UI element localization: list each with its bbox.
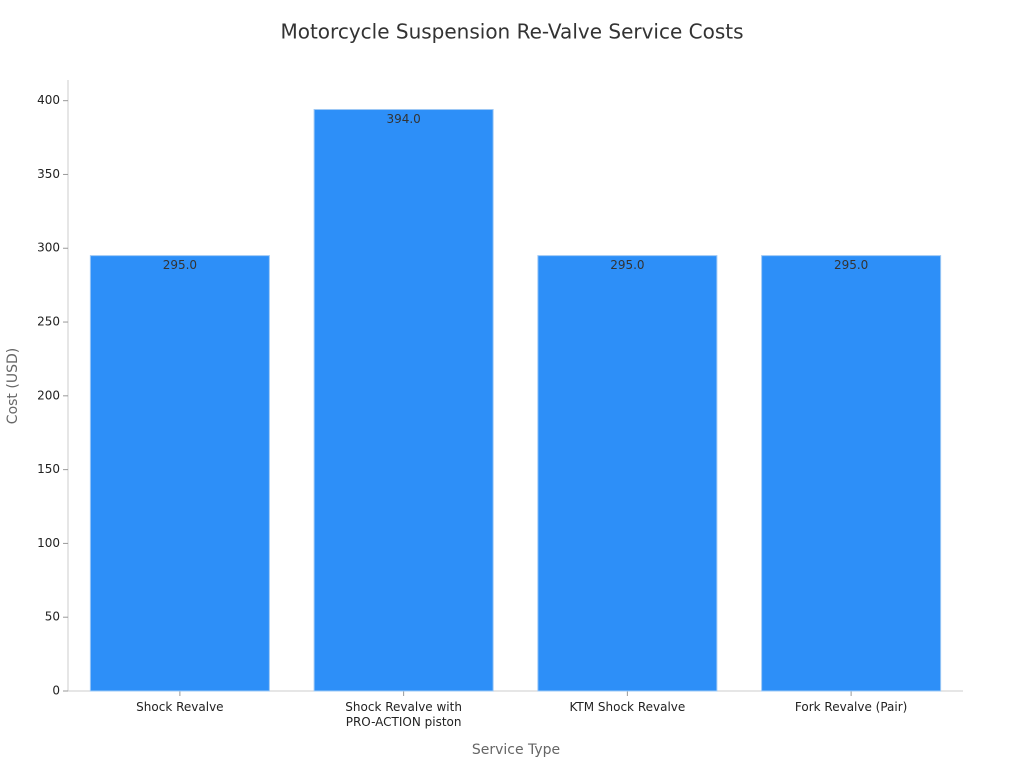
y-tick-label: 300	[37, 241, 60, 255]
value-label: 295.0	[610, 258, 644, 272]
value-label: 295.0	[163, 258, 197, 272]
value-label: 295.0	[834, 258, 868, 272]
y-axis-label: Cost (USD)	[5, 348, 21, 424]
x-tick-label: Shock Revalve with PRO-ACTION piston	[345, 700, 462, 729]
chart-title: Motorcycle Suspension Re-Valve Service C…	[280, 20, 743, 44]
y-tick-label: 200	[37, 388, 60, 402]
bar	[761, 255, 942, 692]
y-tick-label: 0	[52, 684, 60, 698]
x-tick-label: KTM Shock Revalve	[569, 700, 686, 714]
x-axis-label: Service Type	[472, 742, 560, 758]
y-tick-label: 400	[37, 93, 60, 107]
x-tick-label: Fork Revalve (Pair)	[794, 700, 908, 714]
y-tick-label: 350	[37, 167, 60, 181]
y-tick-label: 100	[37, 536, 60, 550]
bar	[313, 109, 494, 692]
y-tick-label: 150	[37, 462, 60, 476]
y-tick-label: 50	[45, 610, 60, 624]
y-tick-label: 250	[37, 315, 60, 329]
x-tick-label: Shock Revalve	[136, 700, 224, 714]
value-label: 394.0	[386, 112, 420, 126]
bar	[89, 255, 270, 692]
bar	[537, 255, 718, 692]
